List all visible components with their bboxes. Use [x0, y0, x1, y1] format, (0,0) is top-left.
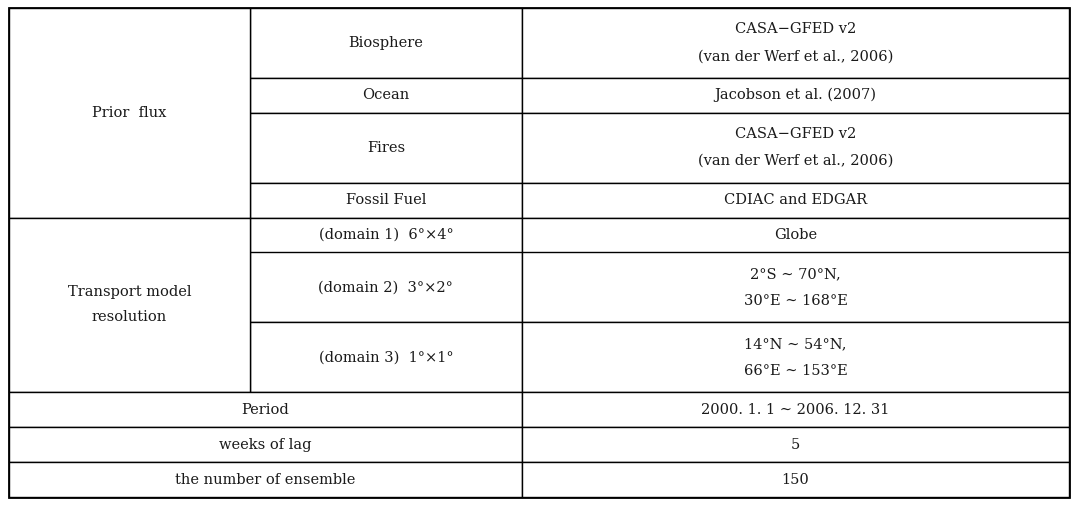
- Text: CASA−GFED v2
(van der Werf et al., 2006): CASA−GFED v2 (van der Werf et al., 2006): [697, 127, 894, 168]
- Text: 2000. 1. 1 ∼ 2006. 12. 31: 2000. 1. 1 ∼ 2006. 12. 31: [702, 403, 889, 417]
- Text: 2°S ∼ 70°N,
30°E ∼ 168°E: 2°S ∼ 70°N, 30°E ∼ 168°E: [744, 267, 847, 308]
- Bar: [522, 218, 1069, 252]
- Text: 150: 150: [782, 473, 810, 487]
- Text: Globe: Globe: [774, 228, 817, 242]
- Bar: [522, 8, 1069, 78]
- Text: Jacobson et al. (2007): Jacobson et al. (2007): [715, 88, 876, 102]
- Text: Fossil Fuel: Fossil Fuel: [346, 193, 426, 207]
- Bar: [250, 218, 522, 252]
- Text: 14°N ∼ 54°N,
66°E ∼ 153°E: 14°N ∼ 54°N, 66°E ∼ 153°E: [744, 337, 847, 378]
- Text: Prior  flux: Prior flux: [93, 106, 166, 120]
- Bar: [250, 78, 522, 113]
- Bar: [522, 78, 1069, 113]
- Bar: [250, 323, 522, 392]
- Bar: [9, 8, 250, 218]
- Text: Ocean: Ocean: [362, 88, 410, 102]
- Bar: [250, 252, 522, 323]
- Bar: [250, 113, 522, 182]
- Text: the number of ensemble: the number of ensemble: [175, 473, 356, 487]
- Text: Fires: Fires: [367, 140, 405, 155]
- Text: CASA−GFED v2
(van der Werf et al., 2006): CASA−GFED v2 (van der Werf et al., 2006): [697, 22, 894, 63]
- Bar: [9, 392, 522, 427]
- Bar: [522, 392, 1069, 427]
- Text: (domain 1)  6°×4°: (domain 1) 6°×4°: [319, 228, 453, 242]
- Bar: [522, 182, 1069, 218]
- Text: CDIAC and EDGAR: CDIAC and EDGAR: [724, 193, 867, 207]
- Bar: [250, 8, 522, 78]
- Bar: [522, 323, 1069, 392]
- Bar: [250, 182, 522, 218]
- Bar: [9, 427, 522, 463]
- Bar: [9, 218, 250, 392]
- Text: weeks of lag: weeks of lag: [219, 438, 312, 452]
- Bar: [522, 463, 1069, 497]
- Bar: [522, 113, 1069, 182]
- Text: 5: 5: [791, 438, 800, 452]
- Bar: [9, 463, 522, 497]
- Text: Transport model
resolution: Transport model resolution: [68, 285, 191, 325]
- Text: (domain 3)  1°×1°: (domain 3) 1°×1°: [319, 350, 453, 365]
- Text: Biosphere: Biosphere: [348, 35, 424, 49]
- Bar: [522, 252, 1069, 323]
- Text: Period: Period: [241, 403, 289, 417]
- Text: (domain 2)  3°×2°: (domain 2) 3°×2°: [318, 280, 454, 294]
- Bar: [522, 427, 1069, 463]
